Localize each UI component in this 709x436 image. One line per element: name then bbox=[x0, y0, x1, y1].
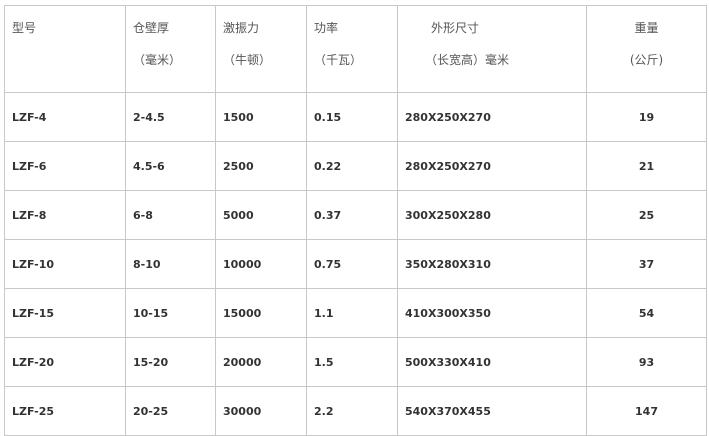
table-cell: 540X370X455 bbox=[397, 386, 587, 436]
table-cell: 2500 bbox=[215, 141, 307, 191]
table-cell: 10-15 bbox=[125, 288, 216, 338]
table-cell: 25 bbox=[586, 190, 707, 240]
header-line2: (公斤) bbox=[629, 53, 664, 67]
specs-table: 型号 仓壁厚 （毫米） 激振力 （牛顿） 功率 （千瓦） 外形尺寸 （长宽高）毫米 重量 (公斤) … bbox=[4, 5, 707, 436]
header-line1: 激振力 bbox=[223, 21, 260, 35]
table-row: LZF-20 15-20 20000 1.5 500X330X410 93 bbox=[4, 337, 707, 387]
header-line2: （牛顿） bbox=[223, 53, 272, 67]
header-line1: 型号 bbox=[12, 21, 37, 35]
table-cell: 500X330X410 bbox=[397, 337, 587, 387]
table-cell: LZF-6 bbox=[4, 141, 126, 191]
table-cell: 19 bbox=[586, 92, 707, 142]
column-header: 外形尺寸 （长宽高）毫米 bbox=[397, 5, 587, 93]
table-cell: 1.1 bbox=[306, 288, 398, 338]
table-row: LZF-8 6-8 5000 0.37 300X250X280 25 bbox=[4, 190, 707, 240]
table-cell: LZF-20 bbox=[4, 337, 126, 387]
header-line2: （千瓦） bbox=[314, 53, 363, 67]
column-header: 仓壁厚 （毫米） bbox=[125, 5, 216, 93]
table-cell: 0.37 bbox=[306, 190, 398, 240]
table-cell: LZF-10 bbox=[4, 239, 126, 289]
header-line2: （长宽高）毫米 bbox=[425, 53, 510, 67]
header-line1: 重量 bbox=[634, 21, 659, 35]
table-cell: 1500 bbox=[215, 92, 307, 142]
table-cell: 4.5-6 bbox=[125, 141, 216, 191]
column-header: 型号 bbox=[4, 5, 126, 93]
table-cell: LZF-25 bbox=[4, 386, 126, 436]
header-line1: 仓壁厚 bbox=[133, 21, 170, 35]
table-row: LZF-15 10-15 15000 1.1 410X300X350 54 bbox=[4, 288, 707, 338]
table-cell: 1.5 bbox=[306, 337, 398, 387]
table-cell: 0.75 bbox=[306, 239, 398, 289]
column-header: 重量 (公斤) bbox=[586, 5, 707, 93]
table-row: LZF-4 2-4.5 1500 0.15 280X250X270 19 bbox=[4, 92, 707, 142]
table-cell: 0.15 bbox=[306, 92, 398, 142]
table-cell: 5000 bbox=[215, 190, 307, 240]
table-cell: 54 bbox=[586, 288, 707, 338]
header-row: 型号 仓壁厚 （毫米） 激振力 （牛顿） 功率 （千瓦） 外形尺寸 （长宽高）毫米 重量 (公斤) bbox=[4, 5, 707, 93]
table-cell: 6-8 bbox=[125, 190, 216, 240]
header-line1: 功率 bbox=[314, 21, 339, 35]
column-header: 激振力 （牛顿） bbox=[215, 5, 307, 93]
table-cell: 410X300X350 bbox=[397, 288, 587, 338]
table-cell: 15-20 bbox=[125, 337, 216, 387]
table-cell: 10000 bbox=[215, 239, 307, 289]
table-cell: 20000 bbox=[215, 337, 307, 387]
table-row: LZF-10 8-10 10000 0.75 350X280X310 37 bbox=[4, 239, 707, 289]
table-cell: 21 bbox=[586, 141, 707, 191]
table-cell: 280X250X270 bbox=[397, 141, 587, 191]
table-cell: 30000 bbox=[215, 386, 307, 436]
table-cell: 37 bbox=[586, 239, 707, 289]
table-cell: 20-25 bbox=[125, 386, 216, 436]
table-row: LZF-6 4.5-6 2500 0.22 280X250X270 21 bbox=[4, 141, 707, 191]
table-cell: 8-10 bbox=[125, 239, 216, 289]
table-cell: LZF-8 bbox=[4, 190, 126, 240]
table-cell: 350X280X310 bbox=[397, 239, 587, 289]
table-cell: 2-4.5 bbox=[125, 92, 216, 142]
table-cell: 147 bbox=[586, 386, 707, 436]
header-line2: （毫米） bbox=[133, 53, 182, 67]
header-line1: 外形尺寸 bbox=[431, 21, 480, 35]
table-row: LZF-25 20-25 30000 2.2 540X370X455 147 bbox=[4, 386, 707, 436]
table-cell: 280X250X270 bbox=[397, 92, 587, 142]
table-cell: 2.2 bbox=[306, 386, 398, 436]
table-cell: 300X250X280 bbox=[397, 190, 587, 240]
table-cell: LZF-15 bbox=[4, 288, 126, 338]
table-cell: 15000 bbox=[215, 288, 307, 338]
table-cell: LZF-4 bbox=[4, 92, 126, 142]
table-cell: 93 bbox=[586, 337, 707, 387]
column-header: 功率 （千瓦） bbox=[306, 5, 398, 93]
table-cell: 0.22 bbox=[306, 141, 398, 191]
